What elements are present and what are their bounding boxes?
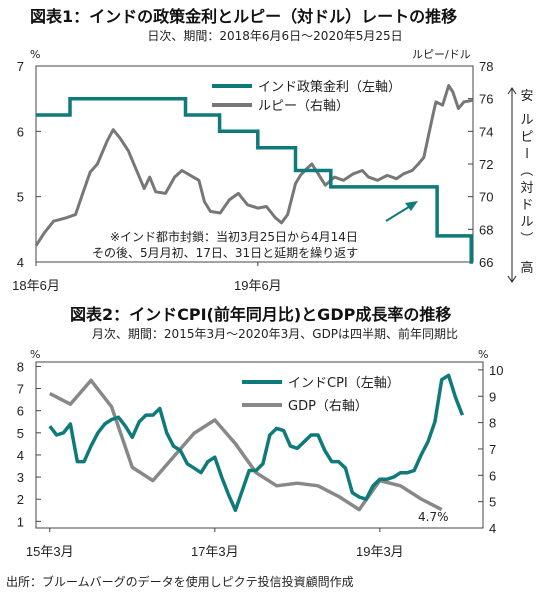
chart1-rupee-line bbox=[34, 84, 474, 247]
chart1-annotation-line2: その後、5月月初、17日、31日と延期を繰り返す bbox=[92, 246, 358, 260]
chart1-legend-policy-rate: インド政策金利（左軸） bbox=[258, 79, 401, 95]
chart2-right-tick-label: 10 bbox=[489, 363, 503, 378]
chart1-subtitle: 日次、期間：2018年6月6日～2020年5月25日 bbox=[147, 29, 402, 43]
chart1-right-axis-label-char: （ bbox=[518, 163, 533, 176]
chart1-arrow-up bbox=[507, 87, 517, 95]
chart2-right-tick-label: 8 bbox=[489, 416, 496, 431]
chart2-legend-gdp: GDP（右軸） bbox=[288, 399, 368, 414]
chart1-right-tick-label: 74 bbox=[479, 124, 493, 139]
chart1-x-tick-label: 18年6月 bbox=[12, 278, 60, 293]
chart2-x-tick-label: 19年3月 bbox=[356, 544, 404, 559]
chart1-x-tick-label: 19年6月 bbox=[234, 278, 282, 293]
chart1-right-tick-label: 78 bbox=[479, 59, 493, 74]
chart1-right-axis-label: ルピー（対ドル） bbox=[518, 113, 534, 245]
chart1-annotation-arrowhead bbox=[405, 201, 418, 211]
chart1-left-unit: % bbox=[30, 48, 40, 61]
chart1-policy-rate-line bbox=[36, 96, 473, 264]
chart2-cpi-line bbox=[48, 373, 465, 513]
chart1-right-tick-label: 72 bbox=[479, 157, 493, 172]
chart1-left-tick-label: 5 bbox=[17, 190, 24, 205]
source-note: 出所：ブルームバーグのデータを使用しピクテ投信投資顧問作成 bbox=[6, 574, 354, 589]
chart2-right-tick-label: 6 bbox=[489, 468, 496, 483]
chart1-right-axis-label-char: ピ bbox=[520, 130, 533, 145]
chart1-right-tick-label: 66 bbox=[479, 255, 493, 270]
chart1: 図表1：インドの政策金利とルピー（対ドル）レートの推移 日次、期間：2018年6… bbox=[12, 7, 533, 293]
chart2-right-unit: % bbox=[478, 348, 488, 361]
chart2-subtitle: 月次、期間：2015年3月～2020年3月、GDPは四半期、前年同期比 bbox=[92, 326, 458, 341]
chart1-arrow-down bbox=[507, 275, 517, 283]
chart2-left-tick-label: 3 bbox=[17, 470, 24, 485]
chart2-left-tick-label: 2 bbox=[17, 492, 24, 507]
chart2-plot-frame bbox=[35, 361, 484, 529]
chart1-right-tick-label: 68 bbox=[479, 222, 493, 237]
chart2-x-tick-label: 17年3月 bbox=[191, 544, 239, 559]
chart1-right-axis-label-char: ー bbox=[518, 146, 533, 159]
chart2: 図表2：インドCPI(前年同月比)とGDP成長率の推移 月次、期間：2015年3… bbox=[17, 305, 504, 559]
chart2-left-tick-label: 6 bbox=[17, 404, 24, 419]
chart2-right-tick-label: 4 bbox=[489, 521, 496, 536]
chart2-left-tick-label: 4 bbox=[17, 448, 24, 463]
chart2-right-tick-label: 5 bbox=[489, 495, 496, 510]
chart2-legend-cpi: インドCPI（左軸） bbox=[288, 376, 400, 391]
chart2-left-tick-label: 7 bbox=[17, 382, 24, 397]
chart1-right-top-label: 安 bbox=[520, 89, 533, 104]
chart2-gdp-last-label: 4.7% bbox=[418, 510, 449, 524]
chart2-x-tick-label: 15年3月 bbox=[26, 544, 74, 559]
chart1-right-tick-label: 76 bbox=[479, 92, 493, 107]
chart2-left-unit: % bbox=[30, 348, 40, 361]
chart1-right-axis-label-char: ） bbox=[518, 231, 533, 244]
chart2-left-tick-label: 1 bbox=[17, 514, 24, 529]
chart1-right-tick-label: 70 bbox=[479, 190, 493, 205]
chart2-gdp-line bbox=[48, 378, 443, 512]
chart1-right-bottom-label: 高 bbox=[520, 260, 533, 276]
chart1-right-axis-label-char: ル bbox=[520, 215, 533, 230]
chart1-left-tick-label: 4 bbox=[17, 255, 24, 270]
chart1-right-axis-label-char: ル bbox=[520, 113, 533, 128]
chart1-right-axis-label-char: ド bbox=[520, 198, 533, 213]
chart2-left-tick-label: 8 bbox=[17, 359, 24, 374]
chart2-title: 図表2：インドCPI(前年同月比)とGDP成長率の推移 bbox=[70, 305, 451, 324]
chart2-right-tick-label: 9 bbox=[489, 389, 496, 404]
chart1-title: 図表1：インドの政策金利とルピー（対ドル）レートの推移 bbox=[30, 7, 457, 26]
chart1-annotation-line1: ※インド都市封鎖：当初3月25日から4月14日 bbox=[110, 229, 358, 244]
chart2-right-tick-label: 7 bbox=[489, 442, 496, 457]
chart1-left-tick-label: 6 bbox=[17, 124, 24, 139]
chart2-left-tick-label: 5 bbox=[17, 426, 24, 441]
chart1-left-tick-label: 7 bbox=[17, 59, 24, 74]
chart1-right-axis-label-char: 対 bbox=[520, 181, 533, 196]
chart1-legend-rupee: ルピー（右軸） bbox=[258, 99, 349, 114]
chart1-right-unit: ルピー/ドル bbox=[412, 48, 471, 61]
chart1-annotation-arrow bbox=[385, 204, 413, 222]
